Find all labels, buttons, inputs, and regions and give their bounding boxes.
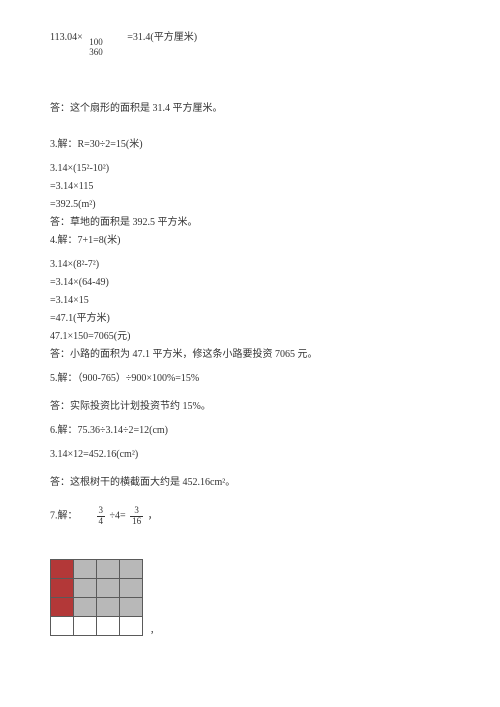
grid-cell: [97, 597, 120, 616]
p3-a: 3.14×(15²-10²): [50, 162, 450, 176]
p6-ans: 答：这根树干的横截面大约是 452.16cm²。: [50, 476, 450, 490]
grid-cell: [74, 559, 97, 578]
p7-line: 7.解： 3 4 ÷4= 3 16 ，: [50, 506, 450, 527]
grid-cell: [97, 578, 120, 597]
grid-cell: [74, 578, 97, 597]
p1-l1a: 113.04×: [50, 32, 83, 43]
grid-cell: [120, 578, 143, 597]
p4-t: 4.解：7+1=8(米): [50, 234, 450, 248]
grid-cell: [51, 616, 74, 635]
grid-cell: [120, 597, 143, 616]
p1-fraction: 100 360: [87, 38, 105, 58]
grid-cell: [51, 578, 74, 597]
p1-frac-den: 360: [87, 48, 105, 58]
p7-f2-den: 16: [130, 517, 143, 527]
p4-d: =47.1(平方米): [50, 312, 450, 326]
p6-a: 3.14×12=452.16(cm²): [50, 448, 450, 462]
p4-e: 47.1×150=7065(元): [50, 330, 450, 344]
ans1: 答：这个扇形的面积是 31.4 平方厘米。: [50, 102, 450, 116]
p7-frac2: 3 16: [130, 506, 143, 527]
p7-mid: ÷4=: [110, 510, 129, 521]
grid-caption: ，: [150, 623, 159, 636]
fraction-grid: ，: [50, 559, 450, 636]
p4-b: =3.14×(64-49): [50, 276, 450, 290]
p4-a: 3.14×(8²-7²): [50, 258, 450, 272]
p7-f1-den: 4: [97, 517, 106, 527]
grid-cell: [74, 597, 97, 616]
page-content: 113.04× 100 360 =31.4(平方厘米) 答：这个扇形的面积是 3…: [0, 0, 500, 656]
p3-ans: 答：草地的面积是 392.5 平方米。: [50, 216, 450, 230]
p7-frac1: 3 4: [97, 506, 106, 527]
grid-cell: [120, 616, 143, 635]
grid-cell: [51, 597, 74, 616]
p1-line1: 113.04× 100 360 =31.4(平方厘米): [50, 28, 450, 48]
grid-cell: [120, 559, 143, 578]
p3-t: 3.解：R=30÷2=15(米): [50, 138, 450, 152]
p5-ans: 答：实际投资比计划投资节约 15%。: [50, 400, 450, 414]
grid-cell: [97, 559, 120, 578]
p7-t2: ，: [148, 510, 158, 521]
p4-c: =3.14×15: [50, 294, 450, 308]
p1-l1b: =31.4(平方厘米): [127, 32, 197, 43]
grid-cell: [97, 616, 120, 635]
grid-table: [50, 559, 143, 636]
p7-t1: 7.解：: [50, 510, 78, 521]
p6-t: 6.解：75.36÷3.14÷2=12(cm): [50, 424, 450, 438]
p5-t: 5.解：（900-765）÷900×100%=15%: [50, 372, 450, 386]
p3-b: =3.14×115: [50, 180, 450, 194]
p3-c: =392.5(m²): [50, 198, 450, 212]
p4-ans: 答：小路的面积为 47.1 平方米，修这条小路要投资 7065 元。: [50, 348, 450, 362]
grid-cell: [74, 616, 97, 635]
grid-cell: [51, 559, 74, 578]
